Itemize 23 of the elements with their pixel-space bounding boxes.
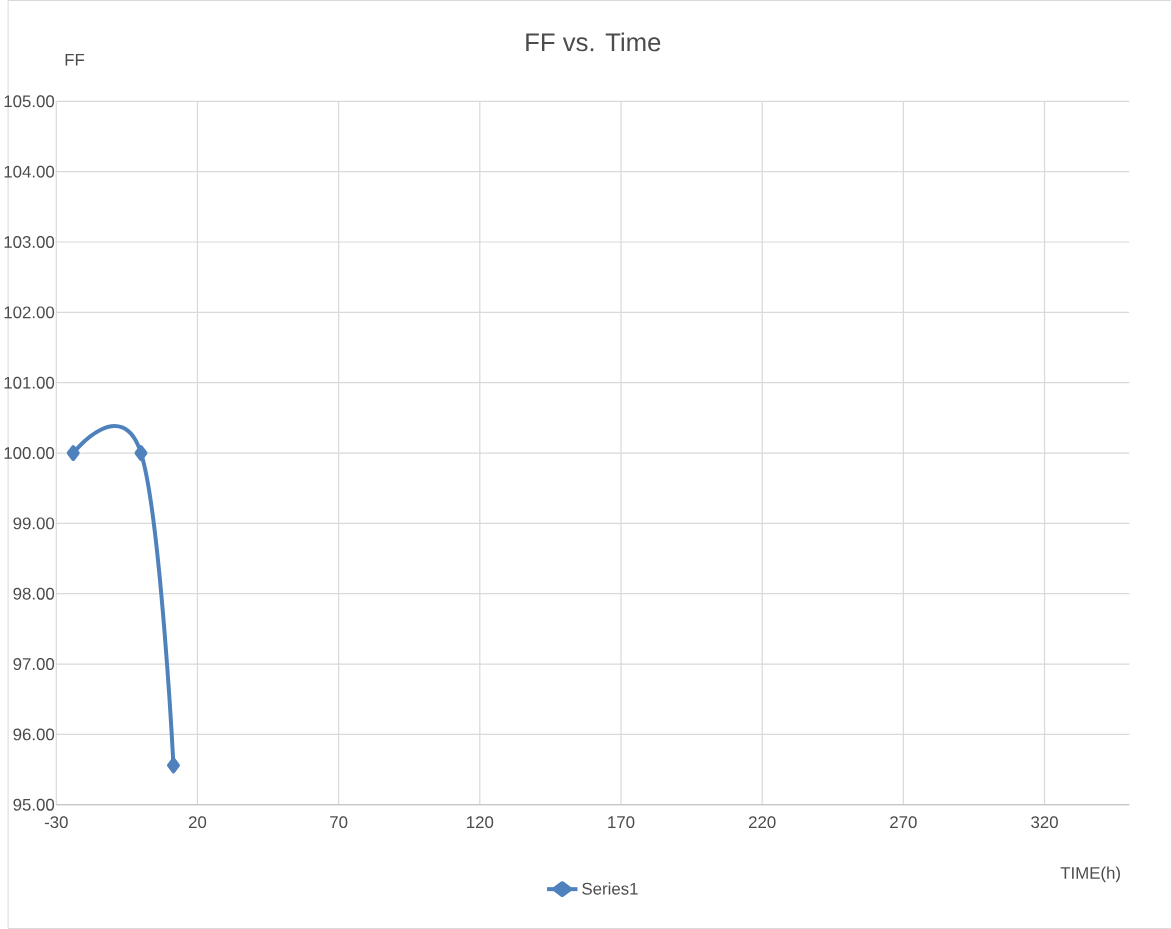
- y-tick-label: 101.00: [4, 376, 55, 389]
- x-tick-label: 270: [890, 816, 917, 829]
- y-axis-title: FF: [65, 54, 85, 66]
- x-tick-label: 20: [188, 816, 207, 829]
- y-tick-label: 99.00: [13, 517, 55, 530]
- x-tick-label: 220: [749, 816, 776, 829]
- x-tick-label: 320: [1031, 816, 1058, 829]
- y-tick-label: 98.00: [13, 587, 55, 600]
- x-axis-title: TIME(h): [1060, 866, 1120, 883]
- y-tick-label: 105.00: [4, 95, 55, 108]
- y-tick-label: 95.00: [13, 798, 55, 811]
- y-tick-label: 102.00: [4, 306, 55, 319]
- x-tick-label: 170: [608, 816, 635, 829]
- y-tick-label: 103.00: [4, 236, 55, 248]
- legend-label: Series1: [582, 882, 638, 895]
- y-tick-label: 96.00: [13, 728, 55, 741]
- y-tick-label: 100.00: [4, 447, 55, 460]
- x-tick-label: 120: [467, 816, 494, 829]
- y-tick-label: 97.00: [13, 658, 55, 671]
- x-tick-label: 70: [330, 816, 348, 829]
- y-tick-label: 104.00: [4, 165, 55, 178]
- chart-title: FF vs. Time: [526, 32, 661, 52]
- x-tick-label: -30: [44, 816, 68, 829]
